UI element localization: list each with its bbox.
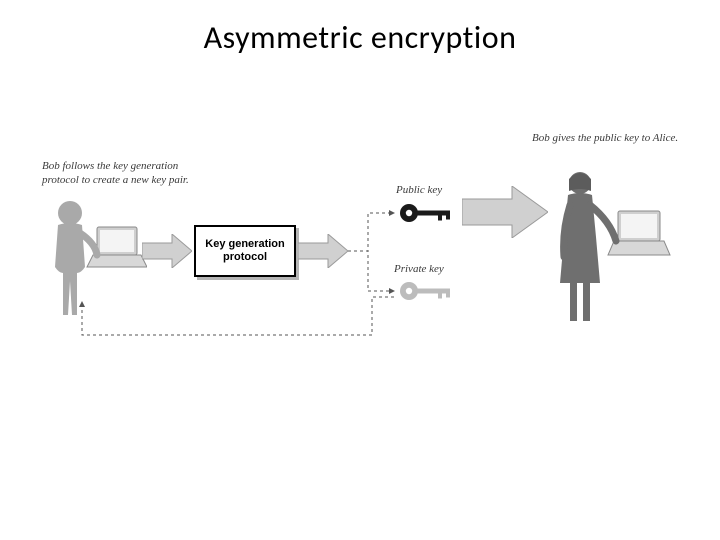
person-alice-icon [560,172,616,321]
label-public-key: Public key [396,184,442,196]
laptop-icon [608,211,670,255]
public-key-icon [398,202,456,229]
diagram-area: Bob follows the key generation protocol … [42,140,682,380]
label-private-key: Private key [394,263,444,275]
slide-title: Asymmetric encryption [0,18,720,57]
slide-stage: Asymmetric encryption Bob follows the ke… [0,0,720,540]
figure-alice [552,165,672,330]
arrow-to-alice [462,186,548,243]
private-key-icon [398,280,456,307]
